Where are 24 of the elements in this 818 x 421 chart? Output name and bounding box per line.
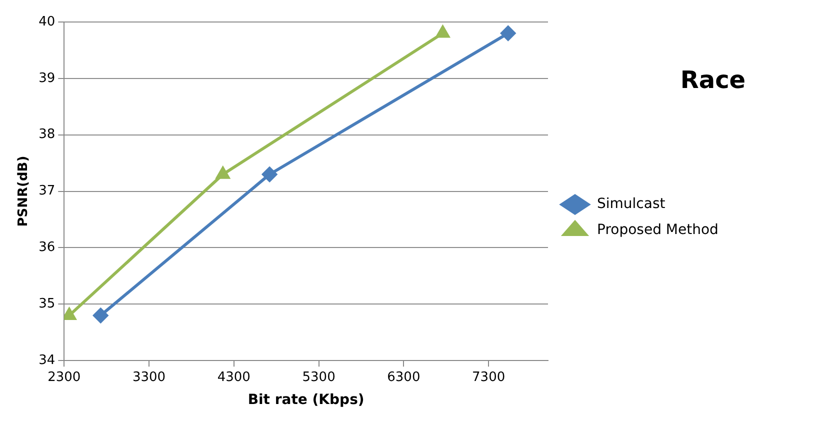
x-tick-label: 2300 xyxy=(48,370,81,385)
point xyxy=(436,26,450,38)
point xyxy=(64,308,76,320)
y-tick-label: 35 xyxy=(38,296,56,312)
x-axis-title: Bit rate (Kbps) xyxy=(248,392,364,408)
x-tick-label: 6300 xyxy=(387,370,420,385)
legend-label: Proposed Method xyxy=(597,222,718,238)
x-tick-label: 4300 xyxy=(217,370,250,385)
x-tick-label: 3300 xyxy=(132,370,166,385)
text: Race xyxy=(679,66,747,94)
point xyxy=(93,308,108,323)
x-tick-label: 7300 xyxy=(472,370,506,385)
point xyxy=(216,166,230,179)
y-tick-label: 34 xyxy=(38,352,56,368)
y-tick-label: 36 xyxy=(38,240,56,256)
y-axis-title: PSNR(dB) xyxy=(16,156,32,227)
y-tick-label: 37 xyxy=(38,184,56,199)
y-tick-label: 40 xyxy=(38,14,56,30)
point xyxy=(500,26,516,41)
legend-label: Simulcast xyxy=(597,196,666,212)
y-tick-label: 38 xyxy=(38,127,56,142)
y-tick-label: 39 xyxy=(38,70,56,86)
x-tick-label: 5300 xyxy=(302,370,336,385)
point xyxy=(262,166,278,182)
